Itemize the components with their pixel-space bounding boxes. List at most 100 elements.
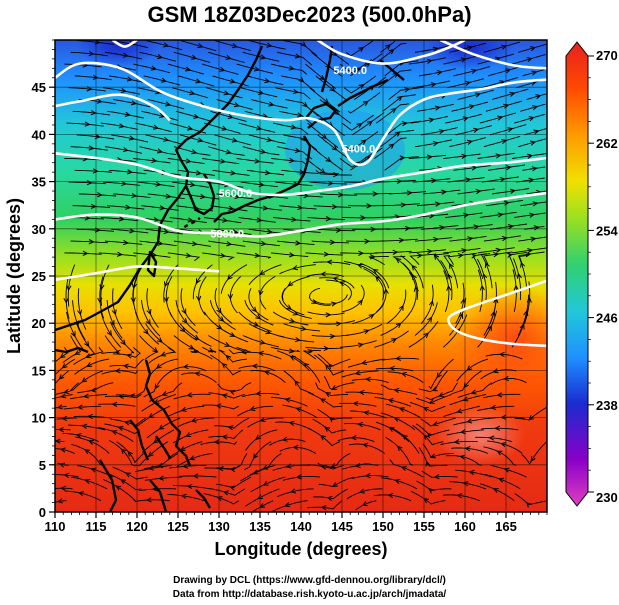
streamline-arrow — [331, 301, 338, 307]
streamline-arrow — [222, 490, 229, 496]
streamline-arrow — [354, 462, 361, 469]
streamline-arrow — [433, 254, 440, 260]
streamline-arrow — [82, 250, 89, 256]
streamline — [420, 417, 456, 427]
contour-line — [55, 93, 171, 122]
streamline — [102, 87, 140, 95]
contour-line — [55, 265, 220, 282]
streamline — [55, 487, 73, 490]
streamline-arrow — [124, 111, 131, 117]
streamline-arrow — [264, 170, 271, 176]
streamline-arrow — [187, 125, 194, 131]
streamline — [414, 302, 438, 336]
streamline-arrow — [225, 149, 232, 155]
streamline — [381, 357, 420, 361]
streamline — [248, 323, 285, 338]
streamline — [341, 114, 375, 131]
streamline — [74, 169, 112, 173]
streamline-arrow — [156, 337, 163, 343]
streamline-arrow — [372, 191, 379, 197]
streamline — [179, 323, 212, 347]
streamline-arrow — [90, 110, 97, 116]
streamline-arrow — [88, 145, 95, 151]
streamline — [134, 464, 172, 473]
streamline — [208, 392, 245, 399]
y-tick-label: 0 — [39, 505, 46, 520]
streamline — [433, 253, 449, 277]
contour-line — [55, 152, 547, 197]
streamline — [313, 110, 345, 136]
streamline — [100, 122, 138, 130]
streamline-arrow — [387, 398, 394, 404]
streamline — [455, 469, 493, 478]
streamline-arrow — [185, 66, 192, 72]
streamline-arrow — [323, 98, 330, 104]
streamline-arrow — [411, 264, 417, 271]
y-tick-label: 15 — [32, 363, 46, 378]
streamline-arrow — [220, 252, 227, 259]
streamline-arrow — [428, 399, 435, 404]
streamline-arrow — [55, 438, 61, 444]
streamline-arrow — [213, 439, 220, 445]
streamline — [514, 406, 547, 421]
streamline-arrow — [145, 319, 151, 326]
x-tick-label: 145 — [331, 519, 353, 534]
streamline-arrow — [156, 462, 164, 469]
streamline — [198, 276, 207, 316]
streamline — [445, 212, 483, 218]
streamline-arrow — [406, 190, 413, 196]
streamline — [55, 474, 79, 478]
streamline — [305, 252, 343, 256]
streamline — [167, 158, 205, 165]
streamline-arrow — [459, 429, 466, 435]
streamline-arrow — [157, 148, 164, 154]
streamline — [210, 205, 248, 212]
streamline-arrow — [61, 363, 68, 369]
streamline-arrow — [394, 131, 401, 137]
streamline — [177, 75, 215, 87]
streamline — [139, 51, 177, 62]
streamline — [457, 382, 493, 398]
streamline — [375, 367, 414, 372]
streamline — [489, 124, 527, 136]
streamline-arrow — [289, 252, 296, 258]
streamline-arrow — [448, 262, 454, 269]
streamline — [380, 238, 418, 242]
streamline — [275, 181, 313, 187]
streamline-arrow — [152, 347, 159, 353]
streamline — [457, 89, 495, 100]
streamline — [418, 370, 448, 393]
streamline-arrow — [333, 109, 340, 116]
colorbar-label: 246 — [596, 311, 618, 326]
streamline — [491, 88, 529, 100]
streamline — [244, 441, 272, 471]
streamline — [179, 475, 217, 478]
streamline — [177, 169, 216, 176]
streamline-arrow — [231, 43, 238, 49]
streamline — [279, 110, 314, 126]
streamline-arrow — [106, 330, 112, 337]
streamline-arrow — [532, 105, 539, 111]
streamline — [179, 134, 217, 146]
streamline — [112, 466, 148, 480]
streamline-arrow — [358, 488, 365, 494]
streamline-arrow — [221, 125, 228, 131]
streamline-arrow — [325, 216, 332, 222]
streamline-arrow — [323, 251, 330, 257]
streamline-arrow — [400, 466, 407, 472]
streamline-arrow — [363, 329, 370, 335]
streamline — [203, 493, 239, 505]
streamline-arrow — [223, 90, 230, 96]
streamline — [345, 131, 379, 151]
streamline — [244, 488, 280, 507]
streamline — [477, 310, 498, 348]
streamline-arrow — [298, 76, 305, 83]
streamline — [55, 370, 69, 384]
streamline — [107, 205, 145, 210]
streamline — [216, 99, 253, 110]
y-axis-title: Latitude (degrees) — [4, 198, 24, 354]
streamline-arrow — [221, 393, 228, 399]
streamline-arrow — [155, 363, 162, 369]
streamline-arrow — [291, 216, 298, 223]
streamline-arrow — [56, 498, 63, 504]
